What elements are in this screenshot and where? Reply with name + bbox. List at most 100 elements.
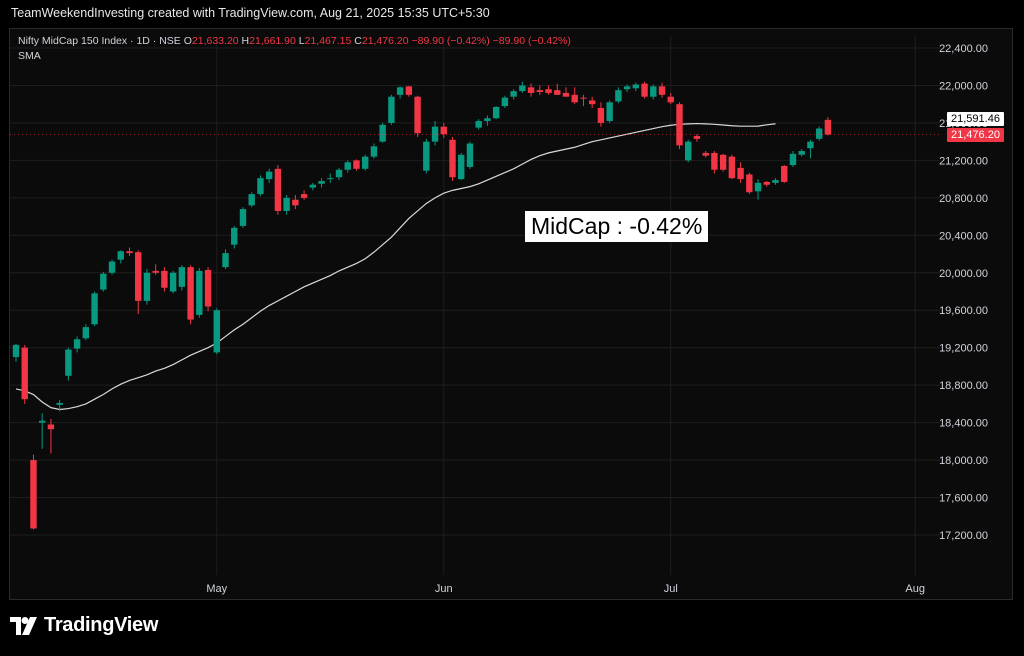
candle-body xyxy=(178,267,186,287)
candle-body xyxy=(492,107,500,119)
candle-body xyxy=(527,87,535,93)
candle-body xyxy=(213,310,220,353)
candle-body xyxy=(746,174,753,193)
candle-body xyxy=(196,270,203,315)
change-value-2: −89.90 (−0.42%) xyxy=(492,35,571,47)
low-value: 21,467.15 xyxy=(304,35,352,47)
candle-body xyxy=(606,102,613,122)
y-tick-label: 20,000.00 xyxy=(939,268,988,280)
high-value: 21,661.90 xyxy=(249,35,296,47)
candle-body xyxy=(807,141,814,149)
candle-body xyxy=(754,182,762,192)
change-value: −89.90 (−0.42%) xyxy=(411,35,490,47)
candle-body xyxy=(169,272,177,292)
candle-body xyxy=(143,272,151,301)
candle-body xyxy=(781,166,788,182)
y-tick-label: 20,800.00 xyxy=(939,193,988,205)
candle-body xyxy=(353,160,360,169)
candle-body xyxy=(562,92,570,97)
candle-body xyxy=(676,104,683,146)
candle-body xyxy=(100,273,107,290)
candle-body xyxy=(815,128,823,139)
x-tick-label: Aug xyxy=(905,583,925,595)
candle-body xyxy=(265,171,273,180)
y-tick-label: 18,800.00 xyxy=(939,380,988,392)
candle-body xyxy=(274,168,282,211)
candle-body xyxy=(318,180,325,184)
candle-body xyxy=(414,96,421,134)
candle-body xyxy=(650,86,657,97)
candle-body xyxy=(65,349,72,376)
candle-body xyxy=(135,252,142,301)
candle-body xyxy=(56,402,63,405)
candle-body xyxy=(370,146,378,157)
y-tick-label: 21,200.00 xyxy=(939,155,988,167)
candle-body xyxy=(117,251,124,260)
candle-body xyxy=(152,270,159,273)
close-value: 21,476.20 xyxy=(361,35,409,47)
indicator-legend: SMA xyxy=(18,50,41,62)
candle-body xyxy=(327,178,334,180)
tradingview-logo: TradingView xyxy=(10,614,158,637)
candle-body xyxy=(685,141,692,161)
candle-body xyxy=(449,139,456,178)
candle-body xyxy=(588,100,596,105)
candle-body xyxy=(458,154,465,180)
candle-body xyxy=(405,86,413,95)
open-value: 21,633.20 xyxy=(191,35,239,47)
candle-body xyxy=(501,97,509,107)
candle-body xyxy=(108,261,116,273)
candle-body xyxy=(571,94,578,103)
candle-body xyxy=(335,169,343,178)
candle-body xyxy=(231,227,238,245)
candle-body xyxy=(396,87,404,95)
candle-body xyxy=(824,119,832,135)
y-tick-label: 22,000.00 xyxy=(939,80,988,92)
x-tick-label: Jun xyxy=(435,583,453,595)
candle-body xyxy=(658,86,666,95)
symbol-label: Nifty MidCap 150 Index · 1D · NSE xyxy=(18,35,181,47)
candle-body xyxy=(597,107,605,123)
y-tick-label: 17,200.00 xyxy=(939,530,988,542)
candle-body xyxy=(719,154,727,170)
candle-body xyxy=(440,126,447,135)
candle-body xyxy=(641,83,648,97)
candle-body xyxy=(12,344,20,358)
candle-body xyxy=(292,199,299,206)
sma-price-tag: 21,591.46 xyxy=(947,112,1004,126)
x-tick-label: Jul xyxy=(664,583,678,595)
y-tick-label: 18,000.00 xyxy=(939,455,988,467)
candle-body xyxy=(388,96,395,123)
candle-body xyxy=(30,460,37,529)
open-label: O xyxy=(183,35,192,47)
candle-body xyxy=(536,90,543,93)
candle-body xyxy=(379,124,386,142)
candle-body xyxy=(300,194,308,198)
candle-body xyxy=(362,156,369,169)
candle-body xyxy=(615,90,622,102)
attribution-bar: TeamWeekendInvesting created with Tradin… xyxy=(0,0,1024,28)
candle-body xyxy=(554,90,561,95)
candle-body xyxy=(239,209,247,226)
candle-body xyxy=(204,269,212,307)
tradingview-brand: TradingView xyxy=(44,614,159,636)
candle-body xyxy=(187,267,194,320)
last-price-tag: 21,476.20 xyxy=(947,128,1004,142)
ohlc-legend: Nifty MidCap 150 Index · 1D · NSE O21,63… xyxy=(18,35,571,47)
candle-body xyxy=(344,162,351,170)
candle-body xyxy=(623,86,631,90)
candle-body xyxy=(702,152,709,156)
candle-body xyxy=(519,85,526,92)
candle-body xyxy=(667,96,674,103)
x-tick-label: May xyxy=(206,583,227,595)
candle-body xyxy=(82,327,90,339)
y-tick-label: 19,600.00 xyxy=(939,305,988,317)
candle-body xyxy=(763,181,770,185)
candle-body xyxy=(580,97,587,99)
candle-body xyxy=(798,151,805,155)
candle-body xyxy=(737,167,744,180)
candle-body xyxy=(38,420,46,423)
candle-body xyxy=(693,136,701,139)
candle-body xyxy=(91,293,98,325)
